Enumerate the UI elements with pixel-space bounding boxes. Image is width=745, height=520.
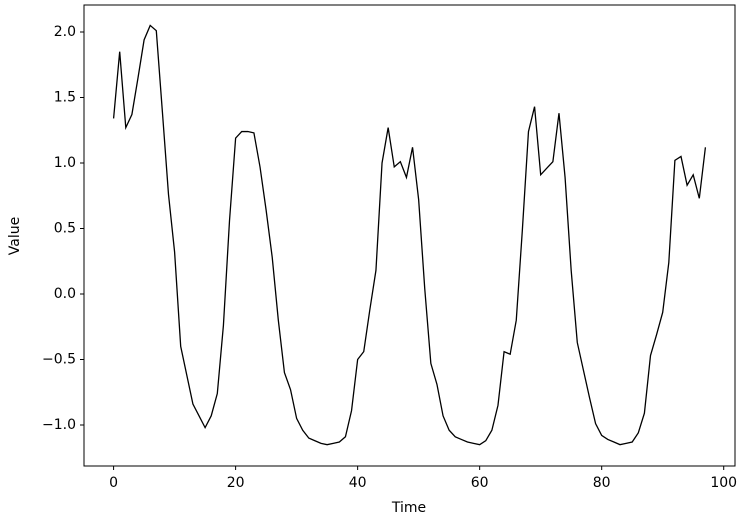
x-tick-label: 0 xyxy=(109,475,118,491)
y-tick-label: 1.5 xyxy=(54,89,76,105)
y-tick-label: −0.5 xyxy=(42,351,76,367)
x-axis-label: Time xyxy=(391,500,426,516)
y-tick-label: 1.0 xyxy=(54,155,76,171)
data-line xyxy=(112,24,707,446)
x-tick-label: 60 xyxy=(471,475,489,491)
x-tick-label: 100 xyxy=(710,475,737,491)
x-tick-label: 80 xyxy=(593,475,611,491)
x-tick-label: 20 xyxy=(227,475,245,491)
y-tick-label: 0.0 xyxy=(54,286,76,302)
y-tick-label: 2.0 xyxy=(54,24,76,40)
y-axis-label: Value xyxy=(7,217,23,255)
plot-frame xyxy=(83,4,736,467)
y-tick-label: 0.5 xyxy=(54,220,76,236)
y-tick-label: −1.0 xyxy=(42,417,76,433)
x-tick-label: 40 xyxy=(349,475,367,491)
